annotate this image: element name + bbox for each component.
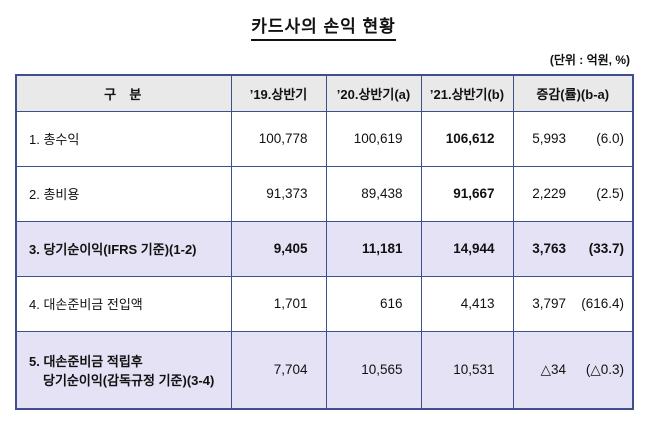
col-header-change: 증감(률)(b-a) [512,74,634,112]
value-2021h1: 10,531 [420,330,514,410]
table-row-net-income-after-provision: 5. 대손준비금 적립후 당기순이익(감독규정 기준)(3-4) 7,704 1… [15,330,634,410]
title-container: 카드사의 손익 현황 [15,12,632,41]
table-header-row: 구 분 ’19.상반기 ’20.상반기(a) ’21.상반기(b) 증감(률)(… [15,74,634,112]
change-rate: (2.5) [596,186,624,201]
report-page: 카드사의 손익 현황 (단위 : 억원, %) 구 분 ’19.상반기 ’20.… [15,12,634,410]
value-2021h1: 91,667 [420,165,514,222]
value-2019h1: 1,701 [230,275,327,332]
change-amount: △34 [540,361,566,377]
value-2021h1: 14,944 [420,220,514,277]
profit-loss-table: 구 분 ’19.상반기 ’20.상반기(a) ’21.상반기(b) 증감(률)(… [15,74,634,410]
page-title: 카드사의 손익 현황 [251,12,396,41]
value-2020h1: 11,181 [325,220,422,277]
value-change: 5,993 (6.0) [512,110,634,167]
row-label-line1: 5. 대손준비금 적립후 [29,353,143,369]
change-amount: 2,229 [532,186,566,201]
value-2019h1: 91,373 [230,165,327,222]
change-rate: (616.4) [581,296,624,311]
value-2021h1: 106,612 [420,110,514,167]
change-amount: 3,763 [532,241,566,256]
row-label: 5. 대손준비금 적립후 당기순이익(감독규정 기준)(3-4) [15,330,232,410]
value-change: 3,763 (33.7) [512,220,634,277]
change-cell: 3,763 (33.7) [514,241,633,256]
change-cell: 5,993 (6.0) [514,131,633,146]
change-amount: 5,993 [532,131,566,146]
value-change: 3,797 (616.4) [512,275,634,332]
change-rate: (△0.3) [585,361,624,377]
row-label-line2: 당기순이익(감독규정 기준)(3-4) [43,372,215,388]
value-change: 2,229 (2.5) [512,165,634,222]
change-rate: (33.7) [588,241,624,256]
change-cell: 2,229 (2.5) [514,186,633,201]
row-label: 3. 당기순이익(IFRS 기준)(1-2) [15,220,232,277]
unit-note: (단위 : 억원, %) [549,53,630,67]
row-label: 2. 총비용 [15,165,232,222]
change-cell: 3,797 (616.4) [514,296,633,311]
value-change: △34 (△0.3) [512,330,634,410]
change-rate: (6.0) [596,131,624,146]
value-2019h1: 9,405 [230,220,327,277]
value-2021h1: 4,413 [420,275,514,332]
change-amount: 3,797 [532,296,566,311]
value-2020h1: 10,565 [325,330,422,410]
row-label: 1. 총수익 [15,110,232,167]
table-row-net-income-ifrs: 3. 당기순이익(IFRS 기준)(1-2) 9,405 11,181 14,9… [15,220,634,277]
table-row-total-revenue: 1. 총수익 100,778 100,619 106,612 5,993 (6.… [15,110,634,167]
value-2020h1: 89,438 [325,165,422,222]
table-row-loan-loss-provision: 4. 대손준비금 전입액 1,701 616 4,413 3,797 (616.… [15,275,634,332]
row-label: 4. 대손준비금 전입액 [15,275,232,332]
value-2019h1: 100,778 [230,110,327,167]
col-header-2019h1: ’19.상반기 [230,74,327,112]
value-2020h1: 100,619 [325,110,422,167]
value-2020h1: 616 [325,275,422,332]
table-row-total-cost: 2. 총비용 91,373 89,438 91,667 2,229 (2.5) [15,165,634,222]
col-header-2021h1: ’21.상반기(b) [420,74,514,112]
col-header-category: 구 분 [15,74,232,112]
value-2019h1: 7,704 [230,330,327,410]
col-header-2020h1: ’20.상반기(a) [325,74,422,112]
change-cell: △34 (△0.3) [514,362,633,378]
